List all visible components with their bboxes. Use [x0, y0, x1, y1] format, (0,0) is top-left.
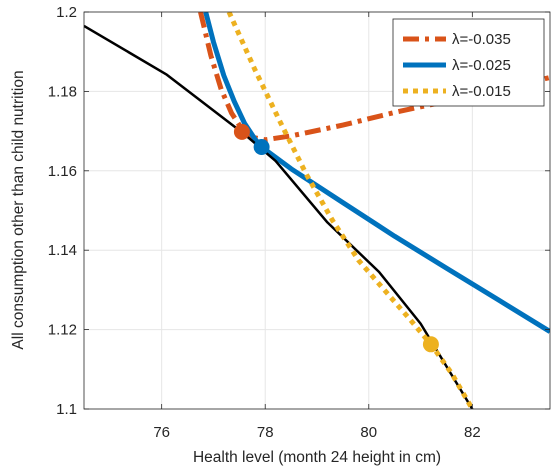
x-tick-label: 78	[257, 424, 274, 441]
tick-marks	[84, 11, 550, 410]
tangency-point	[253, 138, 270, 155]
y-tick-label: 1.2	[56, 4, 77, 21]
frontier-line	[84, 24, 474, 409]
y-tick-label: 1.12	[48, 322, 77, 339]
x-tick-label: 82	[464, 424, 481, 441]
data-layer	[84, 12, 550, 409]
plot-frame	[83, 11, 551, 410]
series-line	[226, 12, 475, 409]
x-tick-label: 76	[153, 424, 170, 441]
tick-labels: 76 78 80 82 1.1 1.12 1.14 1.16 1.18 1.2	[48, 4, 481, 441]
legend-label: λ=-0.015	[452, 83, 511, 100]
y-axis-label: All consumption other than child nutriti…	[10, 70, 27, 349]
legend-label: λ=-0.025	[452, 57, 511, 74]
legend: λ=-0.035 λ=-0.025 λ=-0.015	[392, 18, 545, 107]
tangency-point	[233, 123, 250, 140]
x-axis-label: Health level (month 24 height in cm)	[193, 449, 441, 466]
y-tick-label: 1.16	[48, 163, 77, 180]
tangency-point	[422, 336, 439, 353]
series-line	[198, 12, 550, 143]
x-tick-label: 80	[360, 424, 377, 441]
y-tick-label: 1.1	[56, 401, 77, 418]
y-tick-label: 1.14	[48, 242, 77, 259]
legend-label: λ=-0.035	[452, 31, 511, 48]
y-tick-label: 1.18	[48, 83, 77, 100]
